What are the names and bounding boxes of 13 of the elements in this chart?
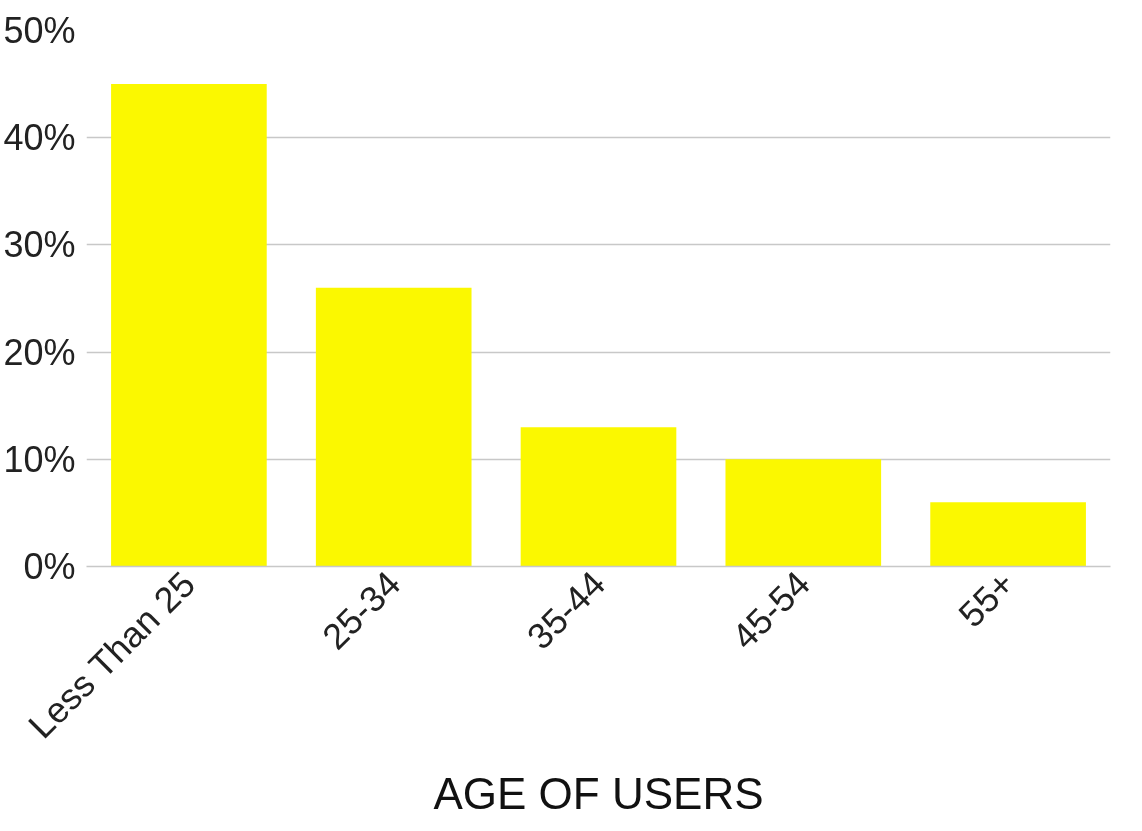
y-tick-label: 30% [3,224,76,266]
x-axis-title: AGE OF USERS [433,768,764,818]
bar [520,427,677,567]
bar [111,84,267,567]
bar [930,502,1086,567]
bar [725,459,882,567]
y-tick-label: 50% [3,10,76,51]
y-tick-label: 0% [23,546,76,587]
y-tick-label: 40% [3,117,76,159]
y-tick-label: 20% [3,331,76,373]
x-tick-label: 55+ [950,563,1023,636]
y-tick-label: 10% [3,438,76,480]
bar [315,287,472,567]
